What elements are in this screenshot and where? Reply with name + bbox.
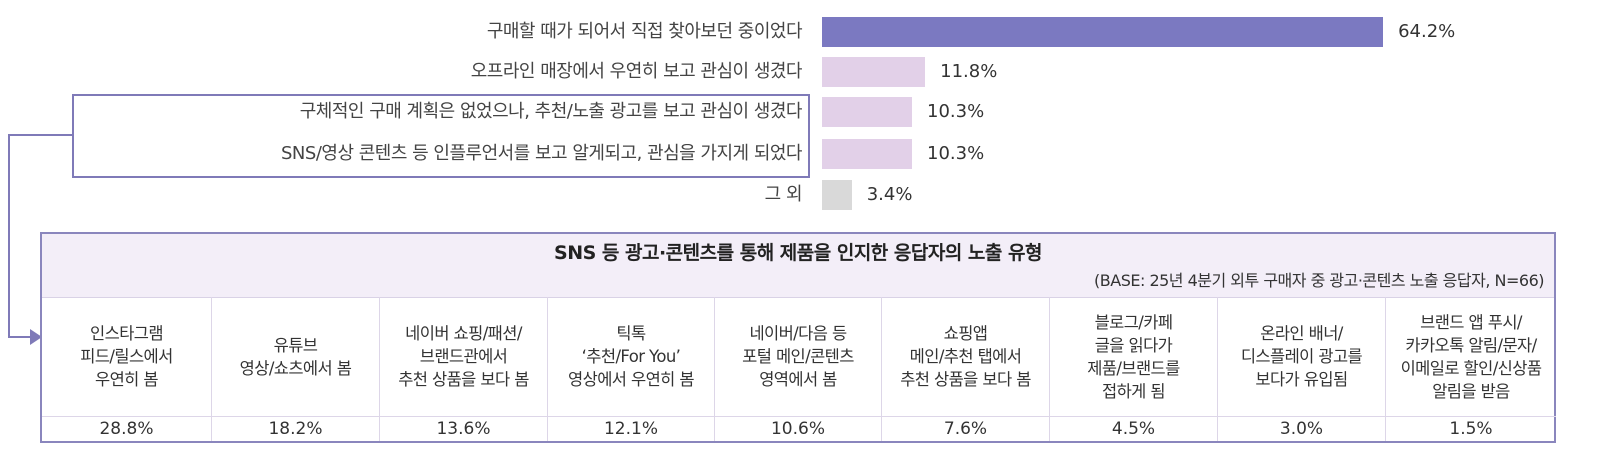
table-column: 네이버/다음 등 포털 메인/콘텐츠 영역에서 봄 10.6% [715,297,882,441]
bar-label: 오프라인 매장에서 우연히 보고 관심이 생겼다 [470,61,803,82]
table-title: SNS 등 광고·콘텐츠를 통해 제품을 인지한 응답자의 노출 유형 [554,242,1042,264]
column-value: 3.0% [1279,419,1324,439]
column-header: 쇼핑앱 메인/추천 탭에서 추천 상품을 보다 봄 [882,297,1049,417]
exposure-table: SNS 등 광고·콘텐츠를 통해 제품을 인지한 응답자의 노출 유형 (BAS… [40,232,1556,443]
table-header: SNS 등 광고·콘텐츠를 통해 제품을 인지한 응답자의 노출 유형 (BAS… [42,234,1554,298]
column-value: 7.6% [943,419,988,439]
column-header: 인스타그램 피드/릴스에서 우연히 봄 [42,297,211,417]
highlight-box [72,94,810,178]
bar-value-label: 10.3% [927,101,985,122]
table-column: 유튜브 영상/쇼츠에서 봄 18.2% [212,297,380,441]
column-header: 유튜브 영상/쇼츠에서 봄 [212,297,379,417]
column-header: 브랜드 앱 푸시/ 카카오톡 알림/문자/ 이메일로 할인/신상품 알림을 받음 [1386,297,1556,417]
bar-value-label: 64.2% [1398,21,1456,42]
column-value: 12.1% [603,419,658,439]
column-header: 네이버/다음 등 포털 메인/콘텐츠 영역에서 봄 [715,297,881,417]
table-column: 브랜드 앱 푸시/ 카카오톡 알림/문자/ 이메일로 할인/신상품 알림을 받음… [1386,297,1556,441]
column-value: 18.2% [268,419,323,439]
table-subtitle: (BASE: 25년 4분기 외투 구매자 중 광고·콘텐츠 노출 응답자, N… [1094,271,1544,290]
column-header: 온라인 배너/ 디스플레이 광고를 보다가 유입됨 [1218,297,1385,417]
column-header: 블로그/카페 글을 읽다가 제품/브랜드를 접하게 됨 [1050,297,1217,417]
column-header: 네이버 쇼핑/패션/ 브랜드관에서 추천 상품을 보다 봄 [380,297,547,417]
table-column: 인스타그램 피드/릴스에서 우연히 봄 28.8% [42,297,212,441]
column-header: 틱톡 ‘추천/For You’ 영상에서 우연히 봄 [548,297,714,417]
table-column: 온라인 배너/ 디스플레이 광고를 보다가 유입됨 3.0% [1218,297,1386,441]
bar-value-label: 10.3% [927,143,985,164]
bar-label: 그 외 [764,184,803,205]
column-value: 1.5% [1449,419,1493,439]
column-value: 13.6% [436,419,491,439]
connector-line [8,336,32,338]
bar-value-label: 11.8% [940,61,998,82]
bar [822,180,852,210]
column-value: 10.6% [770,419,825,439]
column-value: 4.5% [1111,419,1156,439]
connector-line [8,134,72,136]
bar-label: 구매할 때가 되어서 직접 찾아보던 중이었다 [486,21,803,42]
table-column: 틱톡 ‘추천/For You’ 영상에서 우연히 봄 12.1% [548,297,715,441]
bar [822,139,913,169]
bar [822,97,913,127]
connector-line [8,134,10,337]
bar [822,17,1384,47]
bar-label: 구체적인 구매 계획은 없었으나, 추천/노출 광고를 보고 관심이 생겼다 [299,101,803,122]
table-column: 쇼핑앱 메인/추천 탭에서 추천 상품을 보다 봄 7.6% [882,297,1050,441]
bar [822,57,926,87]
table-column: 블로그/카페 글을 읽다가 제품/브랜드를 접하게 됨 4.5% [1050,297,1218,441]
column-value: 28.8% [99,419,154,439]
bar-value-label: 3.4% [866,184,913,205]
table-column: 네이버 쇼핑/패션/ 브랜드관에서 추천 상품을 보다 봄 13.6% [380,297,548,441]
arrow-icon [30,329,42,345]
bar-label: SNS/영상 콘텐츠 등 인플루언서를 보고 알게되고, 관심을 가지게 되었다 [281,143,803,164]
